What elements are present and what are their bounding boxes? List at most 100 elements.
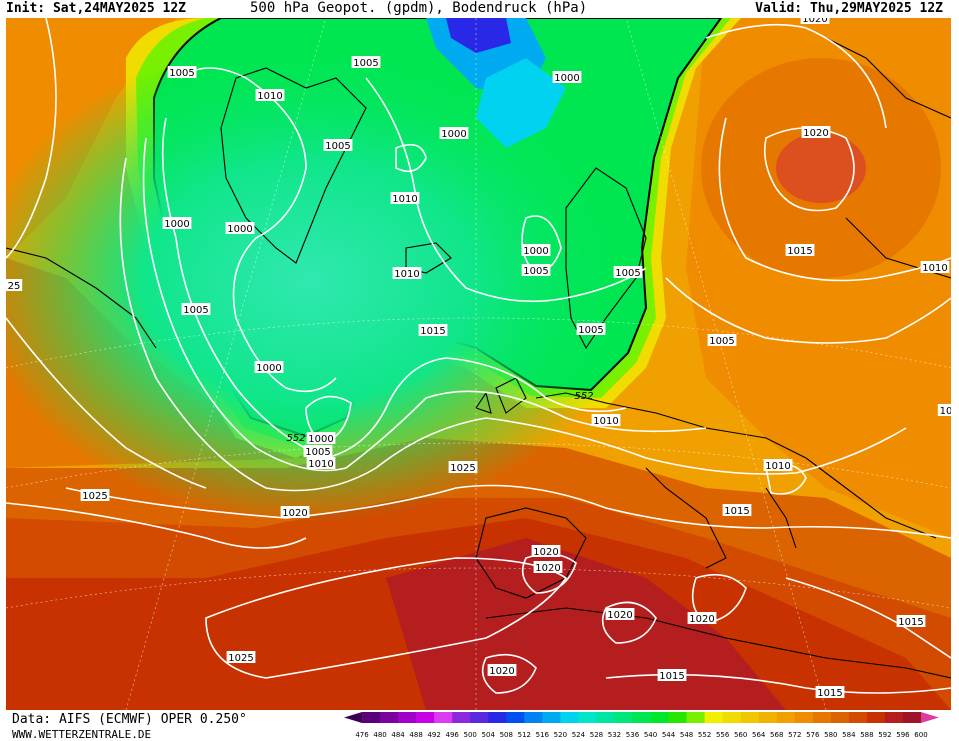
isobar-label: 1000 xyxy=(225,222,255,235)
init-time: Init: Sat,24MAY2025 12Z xyxy=(6,1,187,16)
colorbar-tick: 540 xyxy=(644,731,657,739)
isobar-label-text: 1025 xyxy=(82,491,107,502)
colorbar-swatch xyxy=(704,712,724,723)
colorbar-tick: 568 xyxy=(770,731,783,739)
isobar-label-text: 1010 xyxy=(392,194,417,205)
isobar-label-text: 1000 xyxy=(164,219,189,230)
isobar-label-text: 1005 xyxy=(523,266,548,277)
colorbar-tick: 584 xyxy=(842,731,856,739)
isobar-label-text: 1020 xyxy=(533,547,558,558)
isobar-label: 1010 xyxy=(591,414,621,427)
colorbar-tick: 516 xyxy=(536,731,550,739)
colorbar-tick: 580 xyxy=(824,731,837,739)
colorbar-swatch xyxy=(362,712,381,723)
colorbar-swatch xyxy=(416,712,435,723)
isobar-label-text: 1020 xyxy=(803,128,828,139)
colorbar-tick: 512 xyxy=(518,731,531,739)
isobar-label-text: 1000 xyxy=(441,129,466,140)
isobar-label-text: 1005 xyxy=(183,305,208,316)
isobar-label: 1005 xyxy=(613,266,643,279)
isobar-label: 1000 xyxy=(254,361,284,374)
isobar-label: 1015 xyxy=(657,669,687,682)
isobar-label: 1005 xyxy=(576,323,606,336)
isobar-label: 1005 xyxy=(707,334,737,347)
isobar-label: 1005 xyxy=(323,139,353,152)
colorbar-swatch xyxy=(398,712,417,723)
graticule xyxy=(6,18,951,710)
isobar-label-text: 1000 xyxy=(554,73,579,84)
isobar-label: 1010 xyxy=(763,459,793,472)
isobar-label: 1020 xyxy=(531,545,561,558)
isobar-label-text: 1005 xyxy=(709,336,734,347)
isobar-label-text: 1020 xyxy=(802,18,827,25)
isobar-label-text: 1015 xyxy=(817,688,842,699)
colorbar-tick: 496 xyxy=(445,731,459,739)
geopot-label: 552 xyxy=(286,433,305,444)
isobar-label-text: 1020 xyxy=(607,610,632,621)
colorbar-tick: 572 xyxy=(788,731,801,739)
isobar-label-text: 1025 xyxy=(228,653,253,664)
isobar-label: 1005 xyxy=(521,264,551,277)
colorbar-swatch xyxy=(632,712,652,723)
colorbar-tick: 548 xyxy=(680,731,693,739)
isobar-label: 1005 xyxy=(181,303,211,316)
colorbar-tick: 596 xyxy=(896,731,910,739)
colorbar-swatch xyxy=(650,712,670,723)
isobar-label-text: 1010 xyxy=(922,263,947,274)
isobar-label: 1015 xyxy=(722,504,752,517)
isobar-label-text: 1020 xyxy=(489,666,514,677)
isobar-label: 1010 xyxy=(920,261,950,274)
colorbar-tick: 544 xyxy=(662,731,676,739)
colorbar-swatch xyxy=(542,712,561,723)
isobar-label: 1025 xyxy=(80,489,110,502)
colorbar-tick: 524 xyxy=(572,731,586,739)
isobar-label: 1015 xyxy=(815,686,845,699)
colorbar-swatch xyxy=(470,712,489,723)
isobar-label: 1015 xyxy=(785,244,815,257)
isobar-label: 1020 xyxy=(280,506,310,519)
colorbar-swatch xyxy=(722,712,742,723)
colorbar-swatch xyxy=(380,712,399,723)
isobar-label: 1010 xyxy=(390,192,420,205)
isobar-label: 1000 xyxy=(439,127,469,140)
colorbar-tick: 556 xyxy=(716,731,730,739)
isobar-label: 1000 xyxy=(306,432,336,445)
isobar-label: 1015 xyxy=(418,324,448,337)
isobar-label: 1020 xyxy=(800,18,830,25)
colorbar-swatch xyxy=(596,712,615,723)
colorbar-tick: 504 xyxy=(482,731,496,739)
isobar-label-text: 1020 xyxy=(689,614,714,625)
colorbar-tick: 552 xyxy=(698,731,711,739)
isobar-label: 1020 xyxy=(487,664,517,677)
colorbar-swatch xyxy=(830,712,850,723)
isobar-label-text: 1020 xyxy=(535,563,560,574)
chart-title: 500 hPa Geopot. (gpdm), Bodendruck (hPa) xyxy=(250,0,588,16)
colorbar-swatch xyxy=(488,712,507,723)
isobar-label-text: 1005 xyxy=(305,447,330,458)
colorbar-swatch xyxy=(740,712,760,723)
isobar-label: 1005 xyxy=(303,445,333,458)
colorbar-tick: 576 xyxy=(806,731,820,739)
colorbar-tick: 508 xyxy=(500,731,513,739)
colorbar-swatch xyxy=(812,712,832,723)
low-north-cyan xyxy=(476,58,566,148)
isobar-label-text: 1005 xyxy=(578,325,603,336)
colorbar-swatch xyxy=(776,712,796,723)
forecast-map: 1005 1010 1005 1000 1000 1005 1010 1000 1000 1000… xyxy=(6,18,951,710)
colorbar-tick: 476 xyxy=(355,731,369,739)
colorbar-swatch xyxy=(884,712,904,723)
colorbar-tick: 592 xyxy=(878,731,891,739)
isobar-label: 25 xyxy=(6,279,23,292)
isobar-label: 1005 xyxy=(351,56,381,69)
colorbar-tick: 536 xyxy=(626,731,640,739)
colorbar-tick: 564 xyxy=(752,731,766,739)
isobar-label-text: 1020 xyxy=(282,508,307,519)
colorbar-swatch xyxy=(668,712,688,723)
geopot-label-text: 552 xyxy=(574,391,593,402)
isobar-label-text: 1015 xyxy=(724,506,749,517)
chart-footer: Data: AIFS (ECMWF) OPER 0.250° WWW.WETTE… xyxy=(0,710,959,741)
isobar-label: 1025 xyxy=(448,461,478,474)
colorbar-swatch xyxy=(614,712,633,723)
chart-header: Init: Sat,24MAY2025 12Z 500 hPa Geopot. … xyxy=(0,0,959,18)
